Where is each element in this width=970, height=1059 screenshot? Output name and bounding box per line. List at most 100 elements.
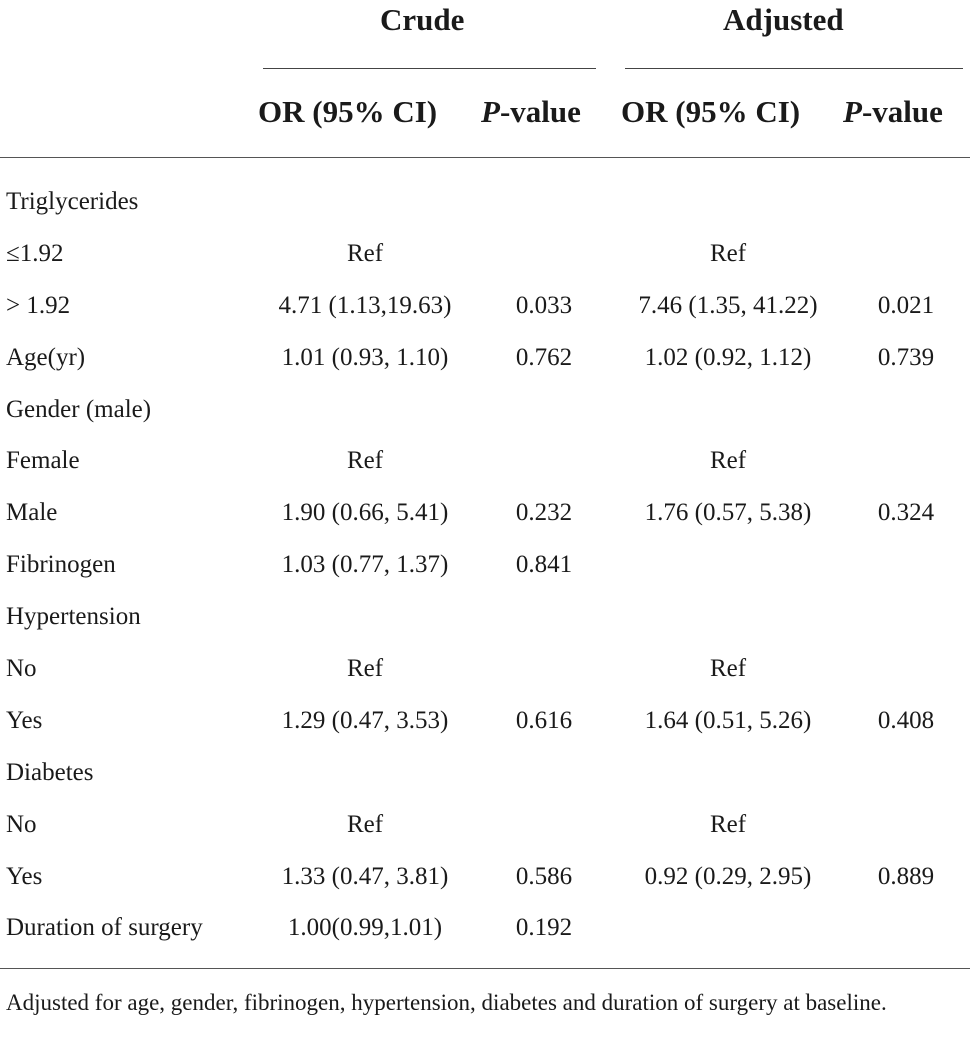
- adjusted-p-cell: 0.408: [877, 706, 935, 734]
- crude-p-cell: 0.841: [515, 551, 573, 579]
- adjusted-p-letter: P: [843, 94, 862, 129]
- crude-p-cell: 0.192: [515, 914, 573, 942]
- crude-or-cell: [256, 384, 474, 436]
- crude-or-cell: [256, 591, 474, 643]
- crude-or-cell: 4.71 (1.13,19.63): [278, 291, 452, 319]
- row-label: Yes: [6, 862, 43, 890]
- row-label: Duration of surgery: [6, 914, 203, 942]
- row-label: > 1.92: [6, 291, 71, 319]
- row-label: No: [6, 810, 37, 838]
- crude-p-cell: [474, 747, 614, 799]
- adjusted-p-header: P-value: [843, 94, 943, 130]
- crude-or-cell: [256, 176, 474, 228]
- row-label: Gender (male): [6, 395, 152, 423]
- crude-p-cell: [474, 435, 614, 487]
- adjusted-p-cell: 0.324: [877, 499, 935, 527]
- adjusted-or-cell: [614, 902, 842, 954]
- crude-p-letter: P: [481, 94, 500, 129]
- adjusted-p-cell: [842, 539, 970, 591]
- row-label: Yes: [6, 706, 43, 734]
- adjusted-or-cell: [614, 591, 842, 643]
- table-row: Fibrinogen 1.03 (0.77, 1.37) 0.841: [0, 539, 970, 591]
- adjusted-or-cell: 1.02 (0.92, 1.12): [644, 343, 812, 371]
- crude-p-cell: 0.033: [515, 291, 573, 319]
- crude-or-cell: 1.00(0.99,1.01): [287, 914, 443, 942]
- adjusted-p-cell: [842, 643, 970, 695]
- row-label: Hypertension: [6, 603, 141, 631]
- row-label: Age(yr): [6, 343, 86, 371]
- table-row: Yes 1.33 (0.47, 3.81) 0.586 0.92 (0.29, 2.9…: [0, 851, 970, 903]
- crude-or-cell: 1.01 (0.93, 1.10): [281, 343, 449, 371]
- adjusted-group-header: Adjusted: [723, 2, 844, 37]
- adjusted-or-cell: [614, 747, 842, 799]
- table-row: No Ref Ref: [0, 643, 970, 695]
- table-row: Gender (male): [0, 384, 970, 436]
- results-table-body: Triglycerides ≤1.92 Ref Ref > 1.92 4.71 (1.13…: [0, 176, 970, 954]
- adjusted-p-cell: [842, 228, 970, 280]
- crude-p-cell: 0.232: [515, 499, 573, 527]
- table-row: Diabetes: [0, 747, 970, 799]
- crude-or-cell: 1.90 (0.66, 5.41): [281, 499, 449, 527]
- adjusted-p-cell: [842, 591, 970, 643]
- crude-or-cell: 1.03 (0.77, 1.37): [281, 551, 449, 579]
- crude-or-cell: Ref: [346, 810, 384, 838]
- crude-p-cell: [474, 384, 614, 436]
- crude-or-cell: 1.29 (0.47, 3.53): [281, 706, 449, 734]
- crude-or-cell: [256, 747, 474, 799]
- adjusted-or-cell: 1.76 (0.57, 5.38): [644, 499, 812, 527]
- adjusted-or-cell: 7.46 (1.35, 41.22): [638, 291, 818, 319]
- adjusted-p-cell: [842, 384, 970, 436]
- table-row: Yes 1.29 (0.47, 3.53) 0.616 1.64 (0.51, 5.2…: [0, 695, 970, 747]
- row-label: Male: [6, 499, 58, 527]
- row-label: Diabetes: [6, 758, 94, 786]
- table-row: Age(yr) 1.01 (0.93, 1.10) 0.762 1.02 (0.92,…: [0, 332, 970, 384]
- table-row: Duration of surgery 1.00(0.99,1.01) 0.192: [0, 902, 970, 954]
- adjusted-or-cell: Ref: [709, 447, 747, 475]
- adjusted-or-cell: 0.92 (0.29, 2.95): [644, 862, 812, 890]
- crude-p-cell: 0.586: [515, 862, 573, 890]
- table-row: > 1.92 4.71 (1.13,19.63) 0.033 7.46 (1.35, …: [0, 280, 970, 332]
- crude-p-cell: 0.616: [515, 706, 573, 734]
- crude-p-suffix: -value: [499, 94, 581, 129]
- table-row: Hypertension: [0, 591, 970, 643]
- crude-p-cell: [474, 176, 614, 228]
- crude-or-cell: 1.33 (0.47, 3.81): [281, 862, 449, 890]
- crude-p-cell: [474, 643, 614, 695]
- adjusted-p-cell: [842, 176, 970, 228]
- crude-or-cell: Ref: [346, 447, 384, 475]
- adjusted-or-cell: Ref: [709, 239, 747, 267]
- table-row: Triglycerides: [0, 176, 970, 228]
- row-label: Female: [6, 447, 80, 475]
- table-row: No Ref Ref: [0, 799, 970, 851]
- table-row: ≤1.92 Ref Ref: [0, 228, 970, 280]
- adjusted-or-header: OR (95% CI): [621, 94, 801, 129]
- crude-group-rule: [263, 68, 596, 69]
- crude-group-header: Crude: [380, 2, 465, 37]
- adjusted-p-cell: [842, 747, 970, 799]
- table-row: Male 1.90 (0.66, 5.41) 0.232 1.76 (0.57, 5.…: [0, 487, 970, 539]
- adjusted-p-cell: [842, 902, 970, 954]
- crude-p-cell: [474, 591, 614, 643]
- adjusted-or-cell: Ref: [709, 654, 747, 682]
- crude-or-cell: Ref: [346, 654, 384, 682]
- row-label: No: [6, 654, 37, 682]
- adjusted-or-cell: [614, 384, 842, 436]
- adjusted-p-cell: 0.021: [877, 291, 935, 319]
- adjusted-or-cell: [614, 176, 842, 228]
- crude-p-cell: 0.762: [515, 343, 573, 371]
- adjusted-p-suffix: -value: [861, 94, 943, 129]
- crude-or-header: OR (95% CI): [258, 94, 438, 129]
- crude-p-cell: [474, 799, 614, 851]
- crude-p-cell: [474, 228, 614, 280]
- adjusted-or-cell: 1.64 (0.51, 5.26): [644, 706, 812, 734]
- table-row: Female Ref Ref: [0, 435, 970, 487]
- adjusted-p-cell: [842, 799, 970, 851]
- crude-p-header: P-value: [481, 94, 581, 130]
- adjusted-or-cell: Ref: [709, 810, 747, 838]
- adjusted-or-cell: [614, 539, 842, 591]
- row-label: ≤1.92: [6, 239, 64, 267]
- adjusted-p-cell: 0.739: [877, 343, 935, 371]
- adjusted-p-cell: 0.889: [877, 862, 935, 890]
- adjusted-group-rule: [625, 68, 963, 69]
- adjusted-p-cell: [842, 435, 970, 487]
